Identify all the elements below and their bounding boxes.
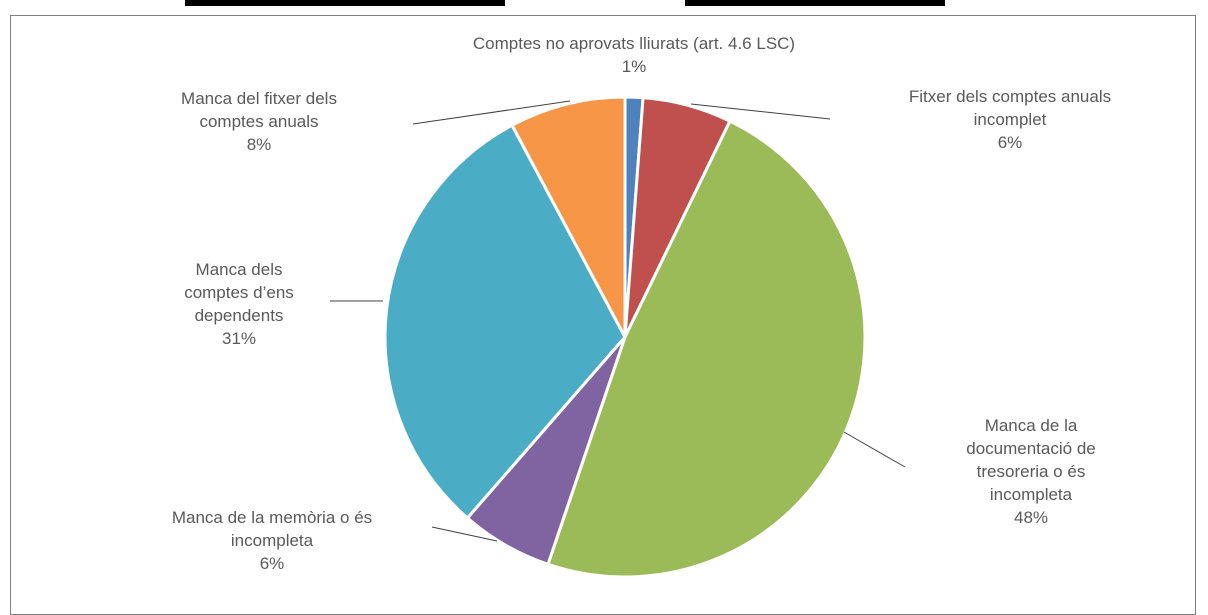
pie-slice-5 — [383, 123, 627, 521]
slice-percent-label-2: 6% — [998, 133, 1023, 152]
slice-percent-label-6: 8% — [247, 135, 272, 154]
slice-category-label-3: tresoreria o és — [977, 462, 1086, 481]
slice-category-label-6: Manca del fitxer dels — [181, 89, 337, 108]
slice-percent-label-4: 6% — [260, 554, 285, 573]
slice-category-label-6: comptes anuals — [199, 112, 318, 131]
pie-slice-3 — [546, 119, 867, 579]
title-fragment-right — [685, 0, 945, 6]
slice-category-label-2: Fitxer dels comptes anuals — [909, 87, 1111, 106]
pie-slice-6 — [510, 95, 627, 338]
slice-category-label-3: incompleta — [990, 485, 1073, 504]
pie-chart: Comptes no aprovats lliurats (art. 4.6 L… — [172, 34, 1111, 579]
slice-category-label-4: Manca de la memòria o és — [172, 508, 372, 527]
slice-category-label-5: dependents — [195, 306, 284, 325]
slice-category-label-3: documentació de — [966, 439, 1095, 458]
slice-percent-label-3: 48% — [1014, 508, 1048, 527]
leader-line-6 — [412, 100, 571, 125]
slice-percent-label-1: 1% — [622, 57, 647, 76]
slice-category-label-5: Manca dels — [196, 260, 283, 279]
slice-category-label-5: comptes d’ens — [184, 283, 294, 302]
slice-category-label-2: incomplet — [974, 110, 1047, 129]
leader-line-2 — [690, 103, 831, 120]
slice-category-label-4: incompleta — [231, 531, 314, 550]
leader-line-3 — [843, 431, 906, 468]
slice-category-label-3: Manca de la — [985, 416, 1078, 435]
leader-line-4 — [431, 526, 498, 542]
slice-category-label-1: Comptes no aprovats lliurats (art. 4.6 L… — [473, 34, 795, 53]
title-fragment-left — [185, 0, 505, 6]
slice-percent-label-5: 31% — [222, 329, 256, 348]
